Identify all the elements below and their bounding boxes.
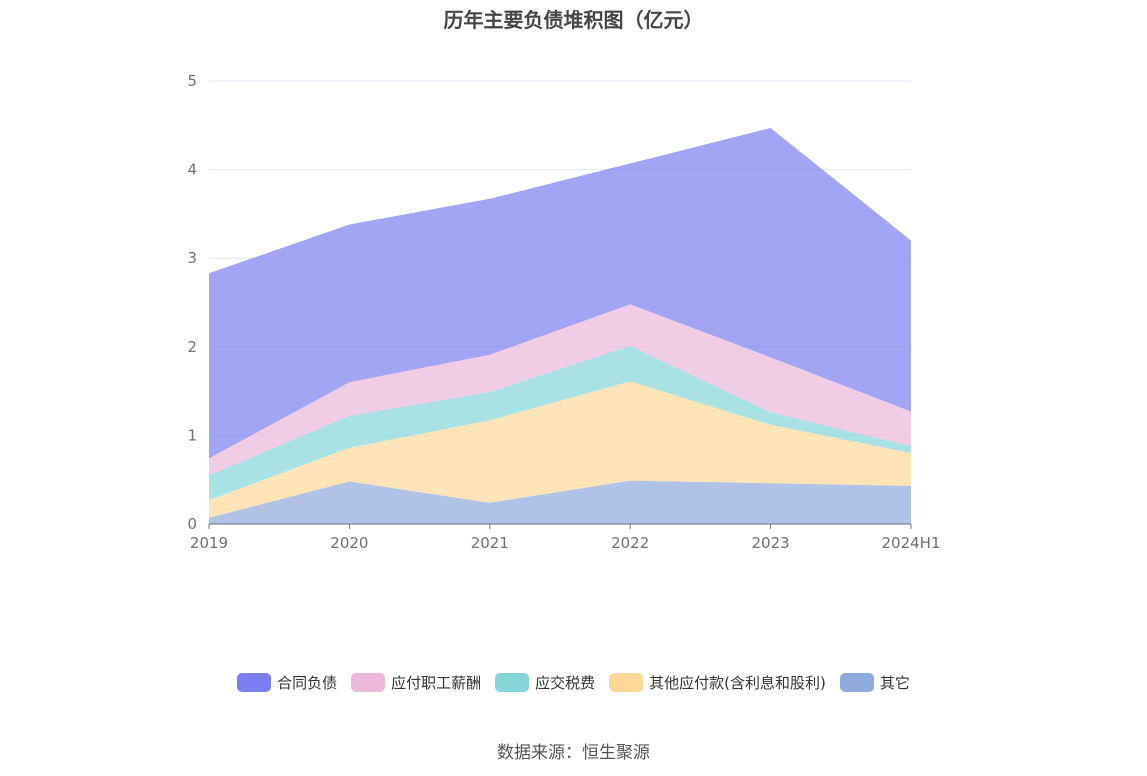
legend-label: 合同负债 xyxy=(277,674,338,692)
x-tick-label: 2024H1 xyxy=(882,534,941,552)
x-tick-label: 2020 xyxy=(330,534,368,552)
y-tick-label: 5 xyxy=(187,72,197,90)
x-tick-label: 2023 xyxy=(752,534,790,552)
x-tick-label: 2022 xyxy=(611,534,649,552)
legend-label: 应交税费 xyxy=(535,674,596,692)
y-tick-label: 3 xyxy=(187,249,197,267)
y-tick-label: 0 xyxy=(187,515,197,533)
legend-item[interactable]: 应交税费 xyxy=(495,672,595,693)
area-series xyxy=(209,128,911,524)
chart-title: 历年主要负债堆积图（亿元） xyxy=(443,8,704,32)
y-tick-label: 1 xyxy=(187,426,197,444)
legend-label: 其他应付款(含利息和股利) xyxy=(649,674,826,692)
legend-swatch xyxy=(609,673,644,692)
area-series-1 xyxy=(209,381,911,518)
area-series-3 xyxy=(209,304,911,476)
legend-label: 其它 xyxy=(879,674,910,692)
y-tick-label: 4 xyxy=(187,161,197,179)
area-series-2 xyxy=(209,345,911,501)
legend-swatch xyxy=(237,673,272,692)
source-note: 数据来源：恒生聚源 xyxy=(497,743,650,763)
legend-swatch xyxy=(351,673,386,692)
area-series-0 xyxy=(209,480,911,524)
legend-swatch xyxy=(495,673,530,692)
axes: 0 1 2 3 4 5 2019 2020 2021 2022 2023 2024H1 xyxy=(187,72,940,552)
legend: 合同负债 应付职工薪酬 应交税费 其他应付款(含利息和股利) 其它 xyxy=(0,672,1147,693)
legend-item[interactable]: 其他应付款(含利息和股利) xyxy=(609,672,826,693)
x-tick-label: 2019 xyxy=(190,534,228,552)
area-series-4 xyxy=(209,128,911,459)
x-tick-label: 2021 xyxy=(471,534,509,552)
legend-item[interactable]: 应付职工薪酬 xyxy=(351,672,481,693)
legend-item[interactable]: 合同负债 xyxy=(237,672,337,693)
y-tick-label: 2 xyxy=(187,338,197,356)
legend-item[interactable]: 其它 xyxy=(839,672,910,693)
legend-label: 应付职工薪酬 xyxy=(391,674,482,692)
legend-swatch xyxy=(839,673,874,692)
